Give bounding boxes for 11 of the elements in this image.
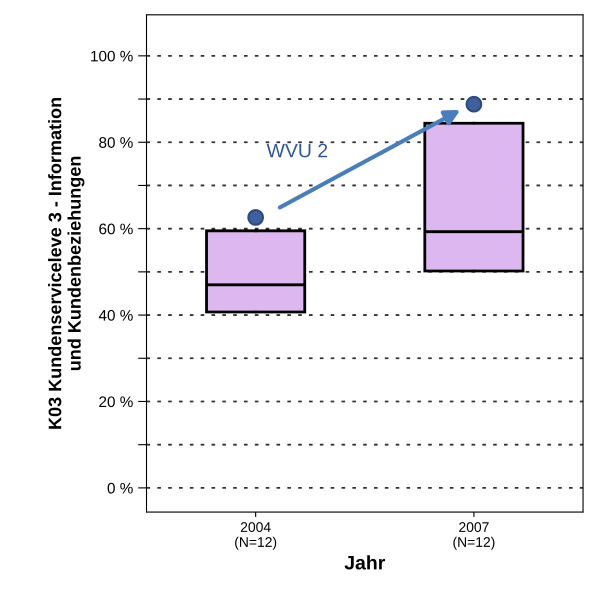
y-tick-label: 40 %	[98, 310, 133, 321]
x-tick-label: 2004 (N=12)	[235, 522, 276, 550]
annotation: WVU 2	[266, 144, 328, 158]
x-tick-label: 2007 (N=12)	[453, 522, 494, 550]
y-tick-label: 20 %	[99, 396, 133, 408]
y-axis-title: K03 Kundenserviceleve 3 - Information und Kundenbeziehungen	[48, 98, 84, 429]
y-tick-label: 60 %	[99, 224, 133, 234]
y-tick-label: 0 %	[108, 482, 133, 494]
y-tick-label: 80 %	[99, 137, 133, 148]
x-axis-title: Jahr	[344, 555, 386, 570]
y-tick-label: 100 %	[91, 50, 133, 62]
